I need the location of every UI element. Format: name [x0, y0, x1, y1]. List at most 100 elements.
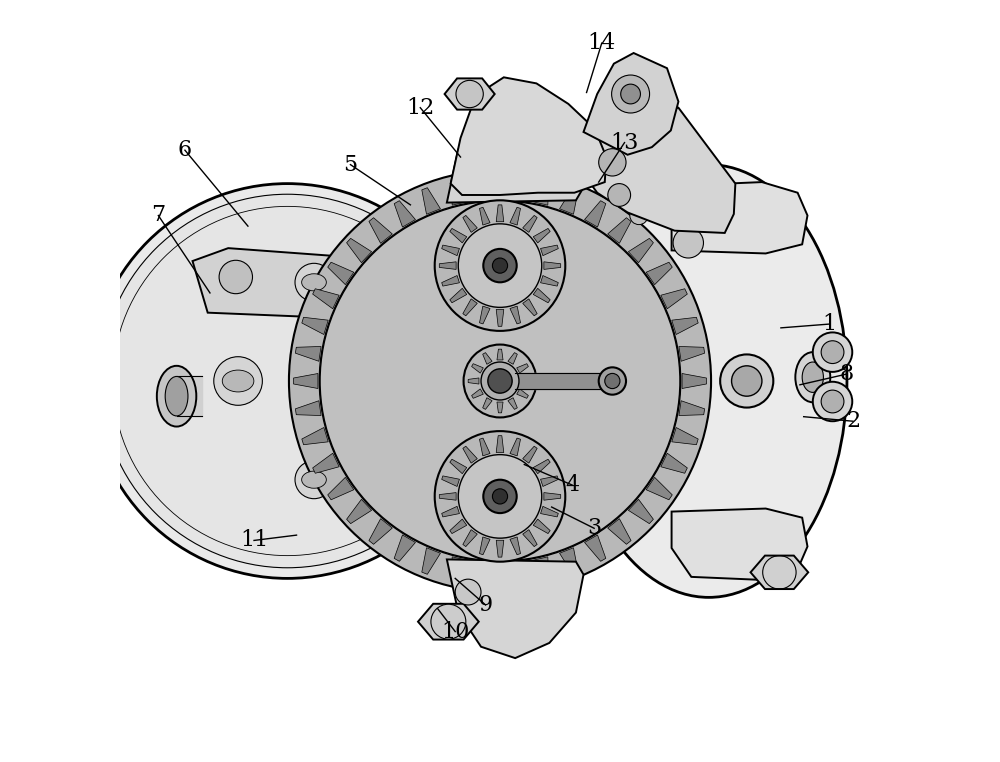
Circle shape [458, 455, 542, 538]
Circle shape [295, 264, 333, 301]
Polygon shape [510, 306, 521, 324]
Polygon shape [451, 77, 606, 195]
Polygon shape [463, 530, 477, 546]
Text: 12: 12 [406, 97, 434, 119]
Circle shape [295, 461, 333, 498]
Polygon shape [479, 438, 490, 456]
Polygon shape [328, 262, 354, 285]
Ellipse shape [813, 332, 852, 372]
Polygon shape [439, 262, 456, 270]
Polygon shape [479, 207, 490, 225]
Polygon shape [463, 447, 477, 463]
Polygon shape [585, 107, 735, 233]
Polygon shape [447, 104, 584, 203]
Polygon shape [517, 389, 528, 399]
Polygon shape [523, 530, 537, 546]
Polygon shape [451, 179, 467, 205]
Circle shape [435, 200, 565, 331]
Circle shape [720, 354, 773, 408]
Text: 11: 11 [240, 530, 268, 552]
Circle shape [732, 366, 762, 396]
Ellipse shape [813, 382, 852, 421]
Polygon shape [533, 459, 550, 474]
Ellipse shape [821, 390, 844, 413]
Polygon shape [533, 179, 549, 205]
Ellipse shape [165, 376, 188, 416]
Polygon shape [672, 317, 698, 335]
Polygon shape [442, 476, 459, 486]
Polygon shape [523, 216, 537, 232]
Polygon shape [479, 562, 494, 588]
Polygon shape [295, 401, 321, 415]
Polygon shape [347, 239, 372, 263]
Text: 2: 2 [846, 410, 860, 432]
Polygon shape [628, 499, 653, 523]
Circle shape [458, 224, 542, 307]
Polygon shape [463, 216, 477, 232]
Polygon shape [508, 398, 517, 409]
Polygon shape [328, 477, 354, 500]
Polygon shape [394, 535, 415, 562]
Ellipse shape [571, 165, 847, 597]
Polygon shape [295, 347, 321, 361]
Polygon shape [496, 309, 504, 326]
Polygon shape [517, 363, 528, 373]
Circle shape [456, 80, 483, 107]
Polygon shape [450, 288, 467, 303]
Polygon shape [541, 506, 558, 517]
Circle shape [101, 194, 474, 568]
Polygon shape [450, 229, 467, 243]
Circle shape [90, 184, 485, 578]
Circle shape [630, 207, 648, 225]
Polygon shape [497, 402, 503, 413]
Polygon shape [585, 535, 606, 562]
Polygon shape [450, 519, 467, 533]
Polygon shape [347, 499, 372, 523]
Polygon shape [472, 389, 483, 399]
Polygon shape [483, 353, 492, 364]
Polygon shape [442, 506, 459, 517]
Polygon shape [510, 537, 521, 555]
Polygon shape [302, 317, 328, 335]
Text: 9: 9 [479, 594, 493, 616]
Polygon shape [533, 519, 550, 533]
Polygon shape [442, 245, 459, 256]
Polygon shape [447, 559, 584, 658]
Ellipse shape [802, 362, 823, 392]
Text: 4: 4 [565, 474, 579, 496]
Polygon shape [479, 537, 490, 555]
Circle shape [481, 362, 519, 400]
Polygon shape [661, 453, 687, 473]
Polygon shape [521, 378, 532, 384]
Polygon shape [533, 229, 550, 243]
Polygon shape [544, 492, 561, 500]
Polygon shape [584, 53, 678, 155]
Polygon shape [533, 557, 549, 583]
Polygon shape [451, 557, 467, 583]
Circle shape [320, 201, 680, 561]
Circle shape [289, 170, 711, 592]
Circle shape [214, 357, 262, 405]
Polygon shape [510, 438, 521, 456]
Polygon shape [442, 276, 459, 286]
Circle shape [673, 228, 703, 258]
Circle shape [625, 280, 643, 299]
Polygon shape [541, 476, 558, 486]
Text: 14: 14 [588, 32, 616, 54]
Polygon shape [468, 378, 479, 384]
Polygon shape [661, 289, 687, 309]
Circle shape [492, 258, 508, 274]
Polygon shape [496, 436, 504, 453]
Ellipse shape [302, 274, 326, 291]
Circle shape [628, 433, 646, 451]
Polygon shape [585, 200, 606, 227]
Polygon shape [608, 519, 631, 544]
Polygon shape [369, 519, 392, 544]
Polygon shape [506, 174, 521, 200]
Polygon shape [422, 548, 440, 575]
Polygon shape [628, 239, 653, 263]
Polygon shape [679, 401, 705, 415]
Polygon shape [439, 492, 456, 500]
Circle shape [431, 604, 466, 639]
Polygon shape [533, 288, 550, 303]
